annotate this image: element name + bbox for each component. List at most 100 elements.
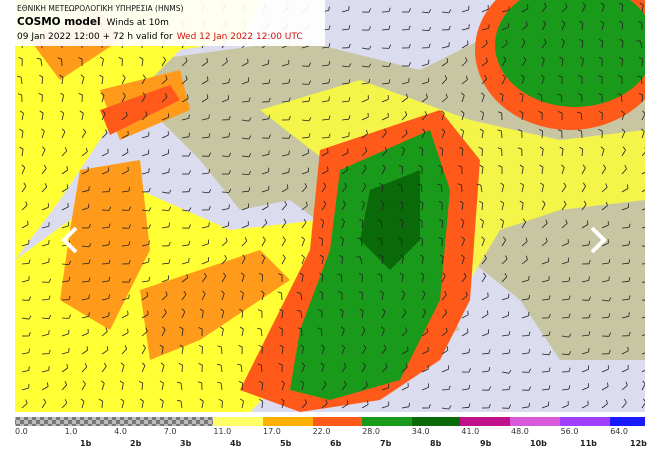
wind-barb-tick xyxy=(541,56,545,60)
wind-barb xyxy=(401,166,403,175)
wind-barb xyxy=(461,79,468,85)
wind-barb-tick xyxy=(88,259,91,264)
wind-barb-tick xyxy=(642,380,645,385)
wind-barb-tick xyxy=(108,259,111,264)
wind-barb-tick xyxy=(88,186,90,191)
wind-barb xyxy=(581,280,589,283)
wind-barb-tick xyxy=(228,204,230,209)
wind-barb xyxy=(41,386,49,391)
agency: ΕΘΝΙΚΗ ΜΕΤΕΩΡΟΛΟΓΙΚΗ ΥΠΗΡΕΣΙΑ (HNMS) xyxy=(17,4,183,13)
wind-barb-tick xyxy=(508,331,511,336)
wind-barb-tick xyxy=(361,326,366,330)
wind-barb-tick xyxy=(165,75,168,80)
wind-barb xyxy=(181,364,183,373)
wind-barb-tick xyxy=(128,224,131,229)
wind-barb-tick xyxy=(318,236,323,240)
wind-barb xyxy=(381,220,383,229)
wind-barb-tick xyxy=(119,380,124,384)
wind-barb-tick xyxy=(588,240,590,245)
wind-barb-tick xyxy=(508,369,512,374)
wind-barb xyxy=(381,184,384,193)
wind-barb xyxy=(541,299,550,301)
wind-barb xyxy=(501,59,507,67)
wind-barb-tick xyxy=(239,290,244,294)
wind-barb xyxy=(461,9,469,13)
wind-barb-tick xyxy=(142,92,146,97)
wind-barb-tick xyxy=(548,313,551,319)
wind-barb-tick xyxy=(288,78,291,83)
wind-barb-tick xyxy=(228,115,231,120)
colorbar-value: 56.0 xyxy=(561,427,579,436)
wind-barb xyxy=(360,257,363,265)
wind-barb-tick xyxy=(48,295,51,300)
wind-barb xyxy=(441,78,448,85)
wind-barb-tick xyxy=(342,200,346,205)
wind-barb xyxy=(381,132,387,139)
wind-barb xyxy=(541,77,545,85)
wind-barb xyxy=(81,281,90,283)
wind-barb-tick xyxy=(258,380,263,384)
wind-barb-tick xyxy=(380,200,385,204)
wind-barb xyxy=(361,133,368,139)
wind-barb xyxy=(521,335,530,337)
wind-barb xyxy=(541,23,547,31)
wind-barb xyxy=(461,27,469,31)
wind-barb-tick xyxy=(438,218,443,222)
wind-barb xyxy=(81,151,88,157)
wind-barb xyxy=(61,187,69,193)
wind-barb-tick xyxy=(148,187,151,192)
wind-barb-tick xyxy=(300,380,305,384)
wind-barb-tick xyxy=(25,399,28,404)
wind-barb-tick xyxy=(607,382,609,387)
wind-barb xyxy=(541,261,549,265)
wind-barb-tick xyxy=(120,398,125,402)
wind-barb xyxy=(301,100,310,103)
wind-barb xyxy=(221,346,223,355)
next-arrow[interactable] xyxy=(590,226,607,254)
wind-barb-tick xyxy=(418,165,423,168)
prev-arrow[interactable] xyxy=(61,226,78,254)
wind-barb xyxy=(181,79,188,85)
wind-barb-tick xyxy=(407,346,409,351)
wind-barb xyxy=(361,292,363,301)
wind-barb-tick xyxy=(23,182,27,187)
wind-barb xyxy=(201,118,209,121)
wind-barb xyxy=(401,386,409,391)
wind-barb-tick xyxy=(239,308,243,312)
wind-barb-tick xyxy=(122,74,126,79)
wind-barb-tick xyxy=(517,147,522,150)
wind-barb xyxy=(81,113,84,121)
wind-barb-tick xyxy=(308,80,311,85)
wind-barb xyxy=(121,332,129,337)
wind-barb-tick xyxy=(583,200,587,205)
wind-barb-tick xyxy=(577,129,582,132)
wind-barb xyxy=(81,189,89,193)
colorbar-value: 7.0 xyxy=(164,427,177,436)
wind-barb-tick xyxy=(568,295,571,300)
wind-barb xyxy=(321,152,329,157)
wind-barb-tick xyxy=(647,364,648,368)
wind-barb-tick xyxy=(398,200,403,204)
wind-barb xyxy=(101,244,109,247)
wind-barb-tick xyxy=(39,110,44,114)
wind-barb xyxy=(241,207,249,211)
wind-barb xyxy=(561,388,569,391)
wind-barb-tick xyxy=(118,57,123,60)
colorbar-segment xyxy=(510,417,560,426)
wind-barb-tick xyxy=(248,153,252,157)
wind-barb-tick xyxy=(460,218,465,222)
wind-barb-tick xyxy=(28,259,31,264)
wind-barb-tick xyxy=(528,331,531,336)
wind-barb xyxy=(161,347,164,355)
wind-barb-tick xyxy=(608,276,610,281)
header-box xyxy=(15,0,325,46)
wind-barb xyxy=(261,171,269,175)
wind-barb xyxy=(501,77,506,85)
wind-barb xyxy=(561,242,569,247)
wind-barb-tick xyxy=(304,399,308,403)
wind-barb-tick xyxy=(448,9,452,14)
wind-barb-tick xyxy=(68,260,72,265)
wind-barb-tick xyxy=(365,381,368,386)
wind-barb-tick xyxy=(279,308,284,312)
wind-barb-tick xyxy=(28,332,31,337)
